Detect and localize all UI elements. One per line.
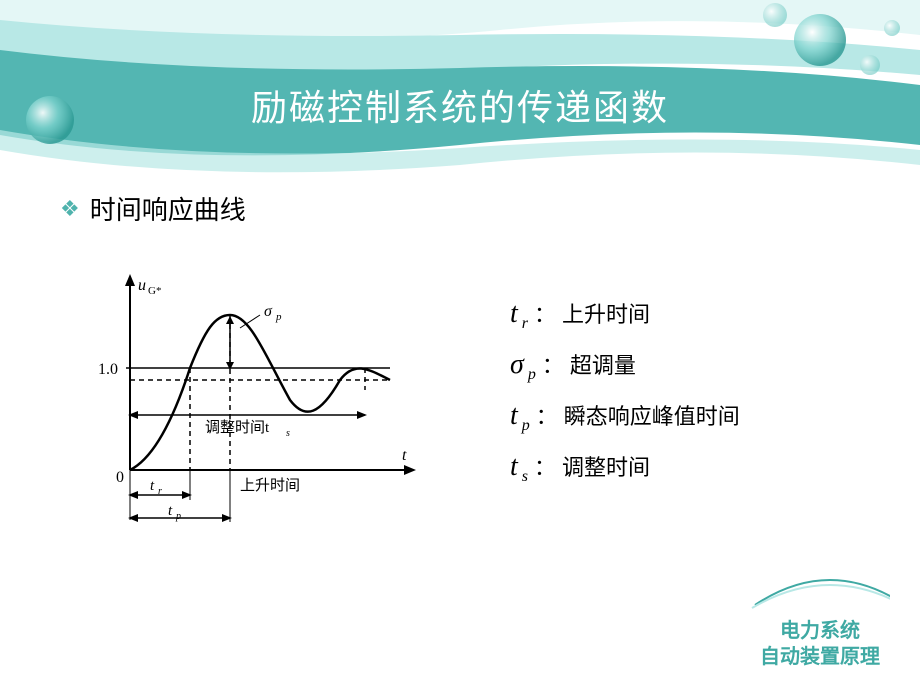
graph-ytick-1: 1.0 <box>98 361 118 378</box>
graph-xlabel: t <box>402 447 407 464</box>
svg-text:t: t <box>168 503 173 519</box>
legend-row-tp: tp ： 瞬态响应峰值时间 <box>510 399 740 432</box>
svg-text:调整时间t: 调整时间t <box>205 419 270 436</box>
svg-text:p: p <box>175 511 181 522</box>
legend-row-tr: tr ： 上升时间 <box>510 297 740 330</box>
svg-text:p: p <box>275 311 282 323</box>
response-graph: u G* 1.0 0 t σ p 调整时间t s 上升时间 t r t p <box>90 260 430 520</box>
svg-text:s: s <box>286 428 290 439</box>
footer-line2: 自动装置原理 <box>760 644 880 670</box>
slide-title: 励磁控制系统的传递函数 <box>251 79 669 131</box>
title-bar: 励磁控制系统的传递函数 <box>60 70 860 140</box>
svg-text:r: r <box>158 486 162 497</box>
svg-text:G*: G* <box>148 285 161 297</box>
bullet-text: 时间响应曲线 <box>90 190 246 227</box>
legend-label: 超调量 <box>570 348 636 380</box>
svg-text:u: u <box>138 277 146 294</box>
graph-ytick-0: 0 <box>116 469 124 486</box>
svg-text:上升时间: 上升时间 <box>240 477 300 494</box>
footer-arc <box>750 560 890 620</box>
svg-text:σ: σ <box>264 303 273 320</box>
legend-row-sigmap: σp ： 超调量 <box>510 348 740 381</box>
footer-line1: 电力系统 <box>760 618 880 644</box>
footer-label: 电力系统 自动装置原理 <box>760 618 880 670</box>
legend-row-ts: ts ： 调整时间 <box>510 450 740 483</box>
content-row: u G* 1.0 0 t σ p 调整时间t s 上升时间 t r t p tr… <box>90 260 870 520</box>
svg-text:t: t <box>150 478 155 494</box>
legend-label: 调整时间 <box>562 450 650 482</box>
legend-label: 瞬态响应峰值时间 <box>564 399 740 431</box>
graph-svg: u G* 1.0 0 t σ p 调整时间t s 上升时间 t r t p <box>90 260 430 540</box>
legend: tr ： 上升时间 σp ： 超调量 tp ： 瞬态响应峰值时间 ts ： 调整… <box>510 297 740 483</box>
bullet-row: ❖ 时间响应曲线 <box>60 190 246 227</box>
bullet-icon: ❖ <box>60 196 80 222</box>
legend-label: 上升时间 <box>562 297 650 329</box>
